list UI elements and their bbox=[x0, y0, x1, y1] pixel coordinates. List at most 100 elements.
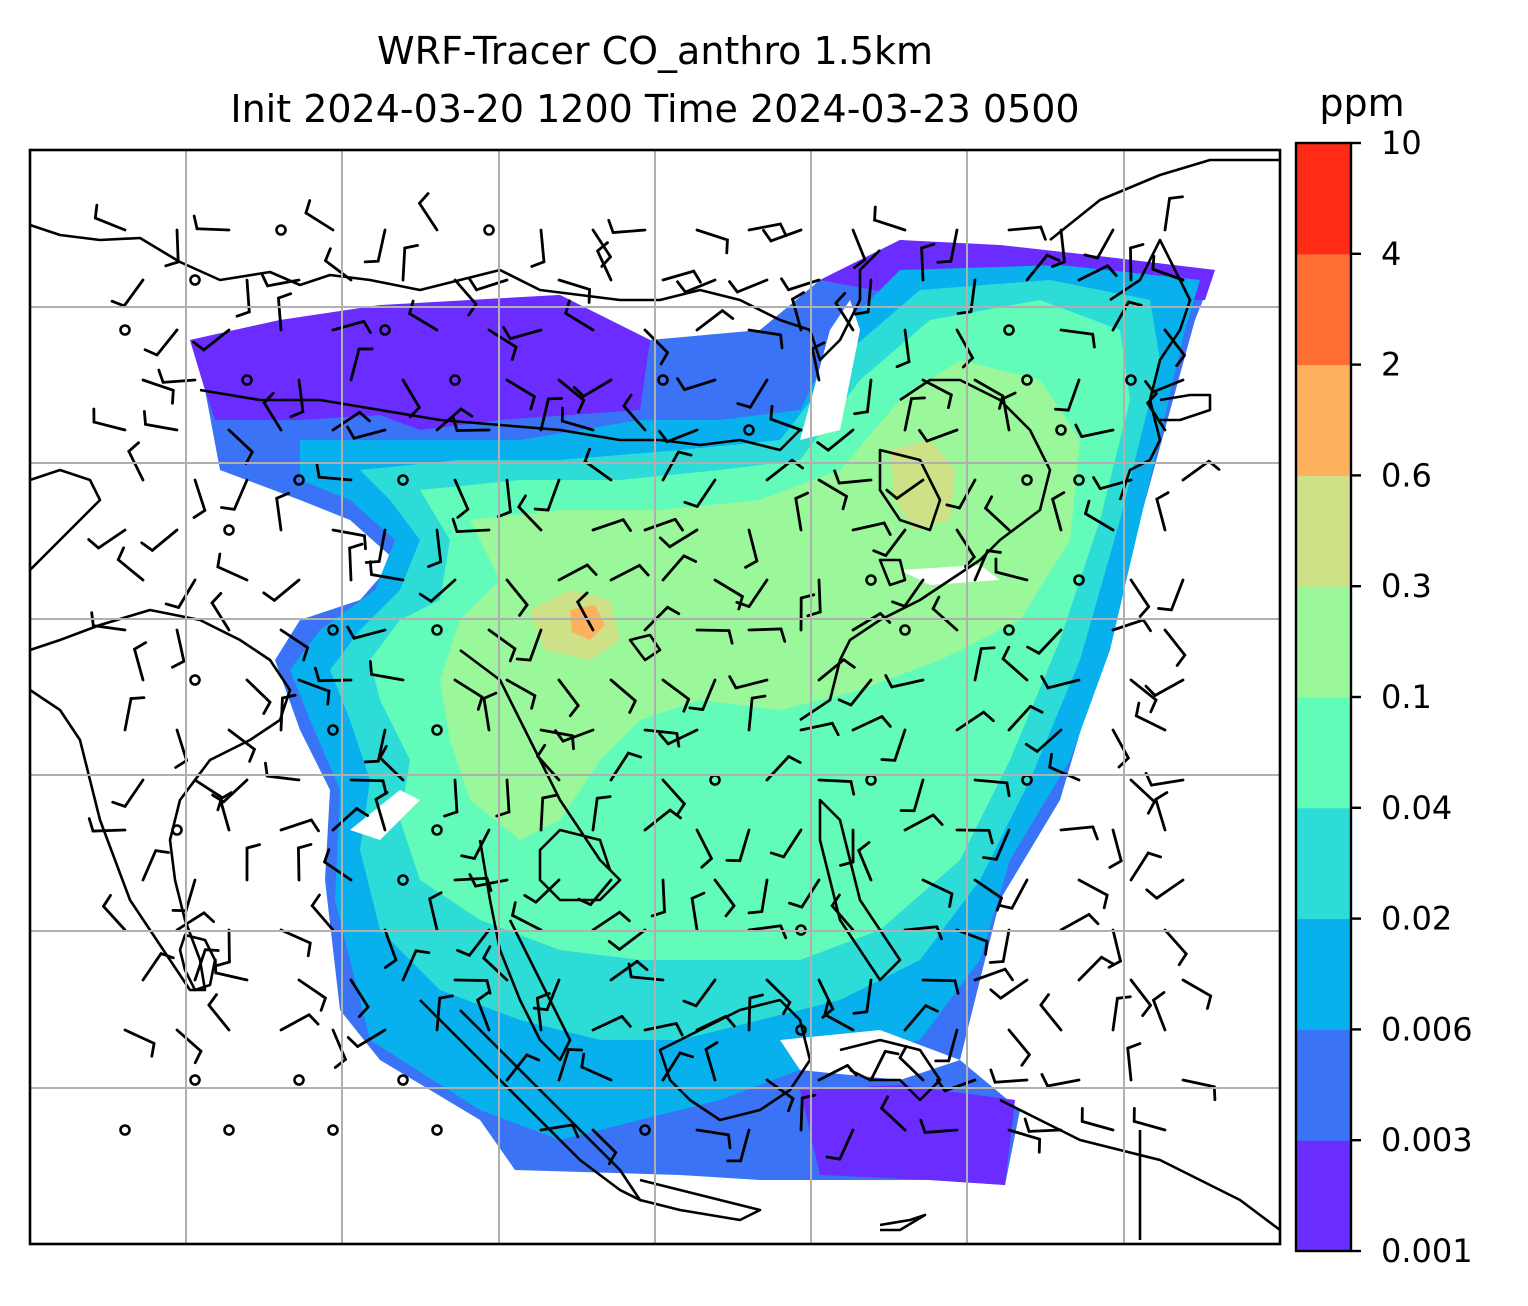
wind-barb-shaft bbox=[765, 755, 791, 782]
wind-barb-shaft bbox=[435, 528, 443, 564]
wind-barb-feather bbox=[676, 280, 687, 294]
wind-barb-shaft bbox=[661, 878, 666, 914]
wind-barb-feather bbox=[159, 952, 175, 960]
wind-barb-feather bbox=[982, 710, 995, 723]
wind-barb-shaft bbox=[643, 1022, 678, 1032]
wind-barb-feather bbox=[127, 441, 140, 453]
wind-barb-feather bbox=[736, 402, 752, 409]
wind-barb-feather bbox=[880, 715, 892, 728]
wind-barb-feather bbox=[675, 802, 686, 817]
wind-barb-shaft bbox=[475, 278, 509, 292]
wind-barb-shaft bbox=[1084, 512, 1115, 532]
wind-barb-feather bbox=[1141, 1003, 1152, 1018]
wind-barb-shaft bbox=[1077, 264, 1110, 282]
wind-barb-shaft bbox=[216, 565, 249, 582]
wind-barb-feather bbox=[530, 260, 546, 268]
wind-barb-shaft bbox=[401, 378, 421, 409]
coastline-japan-island bbox=[1159, 393, 1212, 422]
wind-barb-feather bbox=[1023, 1117, 1031, 1133]
coastline-northeast bbox=[1049, 158, 1280, 242]
wind-barb-shaft bbox=[195, 227, 231, 232]
wind-barb-feather bbox=[511, 901, 517, 917]
wind-barb-shaft bbox=[232, 478, 249, 511]
wind-barb-shaft bbox=[304, 211, 335, 232]
wind-barb-feather bbox=[1146, 800, 1156, 815]
wind-barb-shaft bbox=[661, 450, 680, 482]
wind-barb-shaft bbox=[116, 558, 145, 582]
wind-barb-shaft bbox=[817, 658, 846, 682]
colorbar-tick-label: 0.1 bbox=[1381, 678, 1432, 716]
wind-barb-shaft bbox=[144, 422, 179, 432]
wind-barb-shaft bbox=[1037, 628, 1063, 655]
wind-barb-shaft bbox=[534, 878, 561, 904]
wind-barb-shaft bbox=[557, 378, 586, 402]
wind-barb-shaft bbox=[546, 478, 561, 512]
wind-barb-feather bbox=[728, 280, 739, 294]
wind-barb-feather bbox=[218, 791, 233, 801]
wind-barb-feather bbox=[244, 450, 254, 465]
wind-barb-shaft bbox=[760, 878, 769, 913]
wind-barb-feather bbox=[192, 340, 206, 352]
wind-barb-feather bbox=[348, 542, 364, 550]
wind-barb-shaft bbox=[1059, 328, 1095, 336]
wind-barb-shaft bbox=[643, 728, 679, 735]
wind-barb-shaft bbox=[903, 328, 911, 364]
wind-barb-shaft bbox=[739, 1128, 751, 1163]
wind-barb-feather bbox=[727, 629, 734, 645]
calm-wind-circle bbox=[865, 574, 877, 586]
wind-barb-shaft bbox=[817, 478, 848, 498]
wind-barb-feather bbox=[704, 1041, 719, 1051]
wind-barb-shaft bbox=[695, 1128, 731, 1137]
wind-barb-feather bbox=[525, 1053, 541, 1062]
wind-barb-feather bbox=[277, 292, 293, 300]
wind-barb-shaft bbox=[505, 678, 537, 698]
wind-barb-shaft bbox=[690, 896, 699, 932]
wind-barb-feather bbox=[323, 848, 331, 864]
wind-barb-shaft bbox=[324, 259, 353, 282]
wind-barb-shaft bbox=[535, 996, 543, 1032]
wind-barb-shaft bbox=[903, 397, 913, 432]
wind-barb-feather bbox=[627, 962, 633, 979]
wind-barb-feather bbox=[882, 521, 892, 536]
wind-barb-feather bbox=[456, 507, 470, 519]
wind-barb-shaft bbox=[665, 428, 699, 444]
wind-barb-feather bbox=[841, 494, 848, 511]
wind-barb-feather bbox=[220, 506, 236, 511]
wind-barb-feather bbox=[297, 843, 313, 850]
wind-barb-shaft bbox=[279, 628, 310, 650]
wind-barb-feather bbox=[260, 272, 269, 288]
wind-barb-feather bbox=[872, 549, 888, 557]
wind-barb-feather bbox=[635, 959, 649, 972]
wind-barb-shaft bbox=[435, 996, 442, 1032]
wind-barb-shaft bbox=[694, 978, 717, 1008]
wind-barb-feather bbox=[1053, 407, 1070, 412]
wind-barb-shaft bbox=[505, 778, 511, 814]
wind-barb-shaft bbox=[227, 728, 256, 751]
wind-barb-shaft bbox=[591, 796, 599, 832]
wind-barb-shaft bbox=[348, 546, 353, 582]
wind-barb-feather bbox=[790, 458, 804, 470]
wind-barb-feather bbox=[997, 903, 1014, 910]
coastline-sulawesi bbox=[839, 1038, 942, 1102]
wind-barb-feather bbox=[306, 941, 312, 958]
wind-barb-shaft bbox=[973, 778, 1009, 785]
wind-barb-feather bbox=[735, 600, 751, 608]
wind-barb-shaft bbox=[1129, 678, 1158, 702]
wind-barb-shaft bbox=[1007, 1128, 1042, 1141]
wind-barb-feather bbox=[428, 891, 443, 901]
wind-barb-shaft bbox=[175, 1028, 203, 1053]
wind-barb-shaft bbox=[122, 278, 145, 308]
wind-barb-shaft bbox=[1163, 328, 1186, 357]
coastline-philippines bbox=[818, 798, 902, 982]
wind-barb-feather bbox=[364, 560, 381, 564]
field-gap-south bbox=[780, 1030, 960, 1080]
wind-barb-feather bbox=[193, 1049, 203, 1065]
wind-barb-shaft bbox=[455, 528, 491, 533]
wind-barb-shaft bbox=[1010, 878, 1029, 910]
wind-barb-shaft bbox=[1077, 878, 1109, 897]
wind-barb-shaft bbox=[799, 1096, 804, 1132]
wind-barb-shaft bbox=[1181, 459, 1211, 482]
wind-barb-shaft bbox=[1007, 704, 1032, 732]
wind-barb-shaft bbox=[435, 407, 463, 432]
wind-barb-shaft bbox=[428, 897, 439, 932]
